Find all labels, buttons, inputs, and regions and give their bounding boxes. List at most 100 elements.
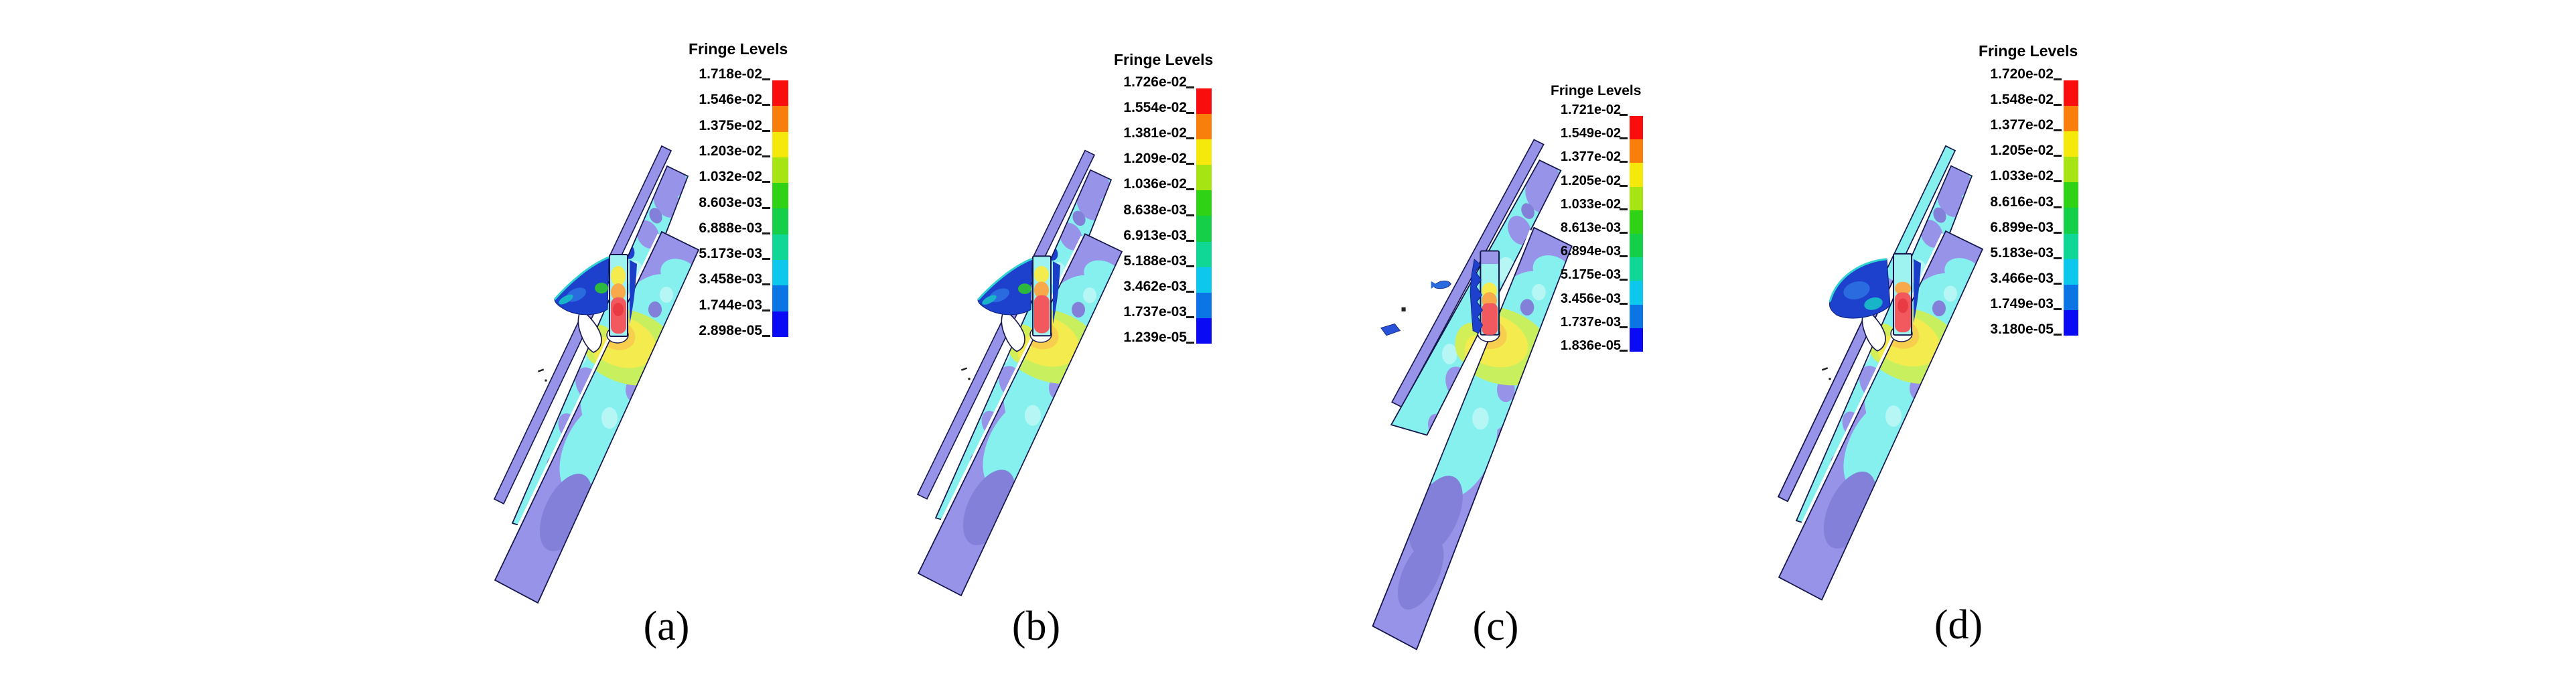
fringe-patch bbox=[585, 325, 614, 365]
colorbar-segment bbox=[1630, 304, 1643, 328]
legend-tick-label: 1.205e-02 bbox=[1560, 173, 1621, 188]
colorbar-segment bbox=[772, 208, 788, 234]
legend-tick-label: 1.205e-02 bbox=[1990, 143, 2054, 159]
middle-plate bbox=[934, 169, 1113, 530]
legend-tick-mark bbox=[1186, 239, 1194, 242]
fringe-patch bbox=[1843, 281, 1870, 299]
lap-joint-slot bbox=[1368, 229, 1533, 628]
legend-tick-label: 3.180e-05 bbox=[1990, 322, 2054, 337]
colorbar-segment bbox=[772, 80, 788, 107]
fringe-patch bbox=[1427, 413, 1451, 435]
fringe-patch bbox=[1823, 471, 1877, 549]
fringe-patch bbox=[1864, 297, 1883, 310]
legend-tick-label: 1.721e-02 bbox=[1560, 102, 1621, 117]
fringe-patch bbox=[653, 184, 680, 218]
fringe-patch bbox=[1864, 273, 1970, 434]
colorbar-segment bbox=[1196, 190, 1212, 216]
middle-plate-fringes bbox=[1831, 165, 1971, 476]
fringe-patch bbox=[1532, 255, 1572, 288]
fringe-patch bbox=[1018, 283, 1031, 294]
fringe-patch bbox=[1397, 538, 1444, 610]
fringe-patch bbox=[1482, 292, 1497, 309]
colorbar-segment bbox=[1196, 88, 1212, 115]
panel-label-b: (b) bbox=[1011, 604, 1061, 649]
colorbar-segment bbox=[772, 234, 788, 261]
legend-tick-label: 6.894e-03 bbox=[1560, 244, 1621, 259]
legend-tick-mark bbox=[1186, 137, 1194, 140]
deformed-sliver bbox=[1053, 261, 1060, 324]
fringe-patch bbox=[1008, 324, 1037, 364]
legend-tick-mark bbox=[2054, 257, 2062, 259]
legend-tick-mark bbox=[1186, 112, 1194, 115]
fringe-patch bbox=[660, 287, 673, 303]
fringe-patch bbox=[1496, 377, 1515, 403]
legend-title: Fringe Levels bbox=[1979, 42, 2078, 60]
big-plate bbox=[1372, 226, 1573, 650]
colorbar-segment bbox=[1630, 116, 1643, 140]
legend-tick-label: 5.188e-03 bbox=[1123, 253, 1187, 269]
legend-tick-label: 1.375e-02 bbox=[699, 117, 762, 133]
legend-tick-label: 1.239e-05 bbox=[1123, 330, 1187, 345]
legend-colorbar bbox=[772, 80, 788, 337]
fringe-patch bbox=[1472, 407, 1489, 430]
legend-tick-mark bbox=[762, 155, 770, 157]
legend-colorbar bbox=[1630, 116, 1643, 352]
legend-tick-mark bbox=[1186, 290, 1194, 293]
legend-tick-label: 1.737e-03 bbox=[1560, 314, 1621, 330]
fringe-patch bbox=[1456, 313, 1528, 368]
colorbar-segment bbox=[772, 260, 788, 286]
fringe-patch bbox=[1445, 366, 1475, 403]
debris-shard bbox=[1380, 323, 1401, 336]
fringe-patch bbox=[1034, 266, 1049, 283]
bolt bbox=[1480, 250, 1500, 336]
bolt bbox=[1893, 253, 1912, 336]
fringe-patch bbox=[989, 288, 1009, 303]
legend-tick-label: 1.377e-02 bbox=[1560, 149, 1621, 165]
fringe-patch bbox=[559, 401, 626, 496]
legend-tick-label: 1.749e-03 bbox=[1990, 295, 2054, 311]
legend-tick-mark bbox=[2054, 129, 2062, 132]
legend-tick-label: 1.836e-05 bbox=[1560, 338, 1621, 353]
fringe-patch bbox=[1532, 283, 1546, 301]
fringe-patch bbox=[1469, 318, 1507, 350]
fringe-patch bbox=[1859, 307, 1964, 385]
fringe-patch bbox=[1903, 228, 1918, 240]
legend-tick-label: 1.381e-02 bbox=[1123, 125, 1187, 141]
fringe-patch bbox=[1017, 336, 1036, 366]
fringe-patch bbox=[580, 274, 686, 436]
middle-plate bbox=[511, 165, 689, 535]
fringe-patch bbox=[1920, 220, 1944, 248]
big-plate bbox=[1778, 230, 1984, 601]
bolt-hole-notch bbox=[606, 326, 629, 344]
legend-tick-mark bbox=[2054, 231, 2062, 234]
legend-tick-mark bbox=[1620, 137, 1628, 140]
legend-tick-mark bbox=[2054, 206, 2062, 208]
fringe-patch bbox=[1521, 203, 1534, 219]
fringe-patch bbox=[1025, 405, 1041, 426]
colorbar-segment bbox=[1196, 318, 1212, 344]
legend-tick-mark bbox=[762, 283, 770, 286]
big-plate-fringes bbox=[539, 259, 699, 551]
legend-tick-label: 5.183e-03 bbox=[1990, 245, 2054, 261]
legend-tick-mark bbox=[2054, 180, 2062, 183]
legend-tick-mark bbox=[1620, 279, 1628, 281]
fringe-patch bbox=[1049, 376, 1066, 400]
colorbar-segment bbox=[2064, 80, 2078, 107]
legend-tick-mark bbox=[2054, 104, 2062, 107]
fringe-patch bbox=[1409, 476, 1463, 555]
legend-tick-mark bbox=[762, 104, 770, 107]
bolt-hole-notch bbox=[1477, 324, 1500, 342]
fringe-patch bbox=[636, 220, 660, 249]
flap-edge-highlight bbox=[977, 257, 1033, 301]
fringe-patch bbox=[613, 303, 624, 316]
fringe-patch bbox=[999, 366, 1027, 401]
curled-plate-end bbox=[1001, 309, 1025, 352]
fringe-patch bbox=[558, 413, 581, 441]
fringe-patch bbox=[1843, 400, 1910, 494]
fringe-patch bbox=[598, 320, 636, 350]
legend-title: Fringe Levels bbox=[1551, 83, 1642, 98]
deformed-sliver bbox=[1914, 259, 1921, 324]
legend-tick-mark bbox=[762, 206, 770, 209]
